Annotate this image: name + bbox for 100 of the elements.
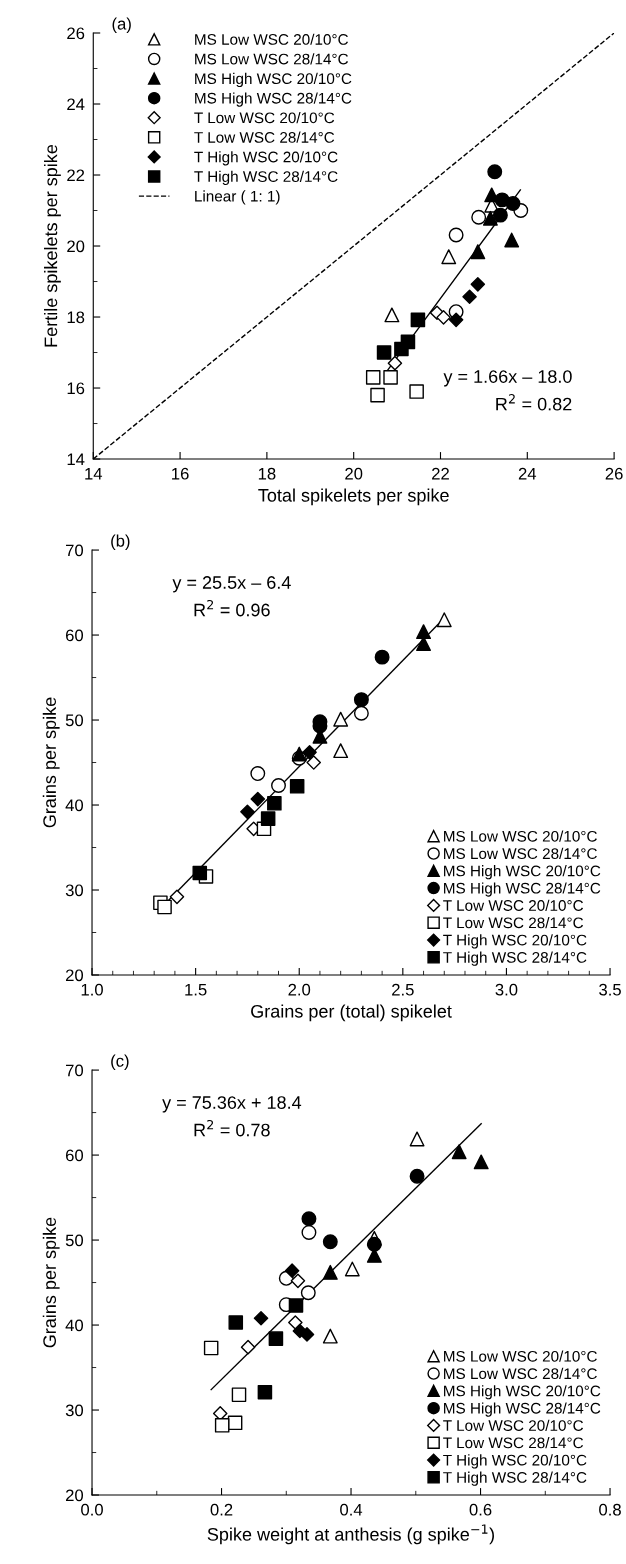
point <box>322 1234 338 1250</box>
y-tick-label: 60 <box>66 1149 84 1162</box>
x-tick-label: 0.6 <box>469 1503 492 1516</box>
point <box>257 1384 273 1400</box>
point <box>250 766 266 782</box>
y-tick-label: 14 <box>67 453 85 466</box>
point <box>409 1131 425 1147</box>
legend-label: MS High WSC 28/14°C <box>444 1402 601 1417</box>
point <box>253 1310 269 1326</box>
point <box>302 745 317 760</box>
point <box>288 1298 304 1313</box>
x-tick-label: 20 <box>345 467 363 480</box>
x-tick-label: 2.0 <box>288 983 311 996</box>
x-tick-label: 0.2 <box>210 1503 233 1516</box>
legend-label: MS Low WSC 20/10°C <box>444 1350 597 1362</box>
point <box>299 1327 315 1342</box>
point <box>203 1340 219 1356</box>
point <box>344 1261 360 1277</box>
point <box>436 612 452 628</box>
x-tick-label: 18 <box>258 467 276 480</box>
chart-title: (c) <box>111 1054 129 1071</box>
legend-label: T Low WSC 20/10°C <box>443 1419 584 1431</box>
point <box>451 1144 467 1160</box>
point <box>470 277 486 292</box>
x-tick-label: 24 <box>518 467 537 480</box>
chart-title: (b) <box>111 534 130 551</box>
y-tick-label: 50 <box>65 1234 84 1247</box>
point <box>473 1154 489 1170</box>
x-tick-label: 0.0 <box>81 1503 103 1516</box>
point <box>482 210 498 226</box>
point <box>387 355 403 371</box>
x-tick-label: 14 <box>85 467 103 480</box>
point <box>289 779 305 794</box>
point <box>471 209 487 225</box>
point <box>492 207 508 223</box>
point <box>231 1387 247 1403</box>
y-tick-label: 40 <box>65 799 84 812</box>
point <box>192 865 208 881</box>
point <box>322 1264 338 1280</box>
point <box>300 1285 316 1301</box>
point <box>416 624 432 640</box>
y-axis-title: Fertile spikelets per spike <box>44 144 61 347</box>
x-tick-label: 1.5 <box>185 983 207 996</box>
point <box>394 341 409 357</box>
legend-label: T High WSC 20/10°C <box>443 934 587 949</box>
x-tick-label: 16 <box>172 467 189 480</box>
x-axis-title: Grains per (total) spikelet <box>251 1004 452 1022</box>
point <box>409 384 424 399</box>
point <box>365 370 381 385</box>
point <box>157 899 172 915</box>
point <box>462 289 477 305</box>
annotation: R$^{2}$ = 0.82 <box>496 394 572 411</box>
y-tick-label: 20 <box>67 240 85 253</box>
legend-label: MS Low WSC 28/14°C <box>444 847 597 860</box>
point <box>383 370 398 385</box>
x-tick-label: 3.5 <box>599 983 621 996</box>
y-tick-label: 40 <box>65 1319 84 1332</box>
legend-label: MS High WSC 20/10°C <box>444 865 601 880</box>
point <box>384 307 400 323</box>
legend-label: MS Low WSC 28/14°C <box>444 1367 597 1380</box>
point <box>374 649 390 665</box>
x-tick-label: 26 <box>605 467 623 480</box>
y-tick-label: 70 <box>66 544 84 557</box>
x-tick-label: 1.0 <box>81 983 103 996</box>
point <box>366 1236 382 1252</box>
point <box>487 164 503 180</box>
legend-label: MS High WSC 28/14°C <box>444 882 601 897</box>
point <box>448 312 464 328</box>
legend-label: T High WSC 20/10°C <box>194 151 338 166</box>
x-axis-title: Total spikelets per spike <box>258 488 449 506</box>
point <box>268 1331 284 1346</box>
y-tick-label: 16 <box>67 382 85 395</box>
point <box>505 195 521 211</box>
x-tick-label: 2.5 <box>392 983 414 996</box>
point <box>240 804 255 820</box>
y-tick-label: 60 <box>66 629 84 642</box>
y-tick-label: 20 <box>65 969 84 982</box>
point <box>436 310 451 325</box>
point <box>250 791 266 807</box>
legend-label: MS High WSC 20/10°C <box>195 72 352 88</box>
point <box>260 811 276 826</box>
y-tick-label: 18 <box>67 311 85 324</box>
y-tick-label: 30 <box>65 884 84 897</box>
y-axis-title: Grains per spike <box>42 697 60 828</box>
annotation: y = 75.36x + 18.4 <box>162 1096 302 1113</box>
point <box>470 244 486 260</box>
point <box>376 345 392 360</box>
x-tick-label: 3.0 <box>495 983 518 996</box>
legend-label: T High WSC 28/14°C <box>443 951 587 966</box>
point <box>301 1224 317 1240</box>
annotation: y = 1.66x – 18.0 <box>443 370 572 387</box>
point <box>301 1211 317 1227</box>
y-tick-label: 20 <box>65 1489 84 1502</box>
annotation: y = 25.5x – 6.4 <box>172 576 291 593</box>
x-tick-label: 0.8 <box>599 1503 621 1516</box>
point <box>290 1273 306 1289</box>
legend-label: T Low WSC 20/10°C <box>194 112 335 124</box>
chart-title: (a) <box>112 17 131 33</box>
point <box>448 227 464 243</box>
legend-label: Linear ( 1: 1) <box>195 190 280 205</box>
